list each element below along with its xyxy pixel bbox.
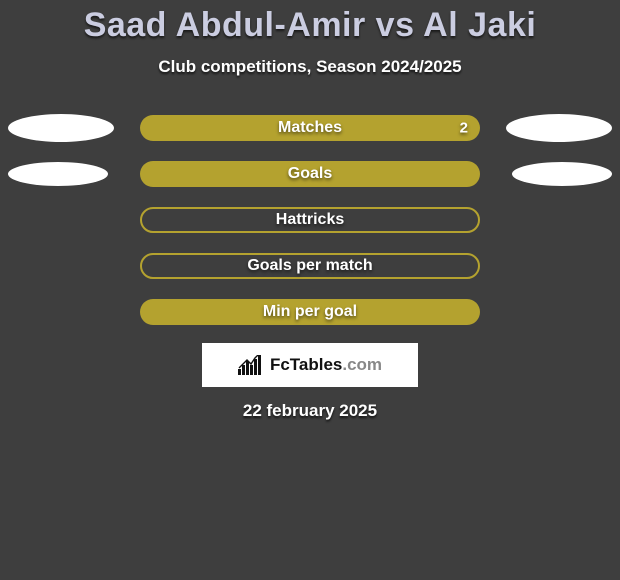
- page-title: Saad Abdul-Amir vs Al Jaki: [0, 6, 620, 45]
- stat-value-right: 2: [460, 120, 468, 137]
- stat-row-goals-per-match: Goals per match: [0, 253, 620, 279]
- stat-bar: Hattricks: [140, 207, 480, 233]
- left-ellipse: [8, 114, 114, 142]
- right-ellipse: [506, 114, 612, 142]
- stat-label: Hattricks: [276, 211, 344, 229]
- bars-icon: [238, 355, 264, 375]
- stat-bar: Matches 2: [140, 115, 480, 141]
- stat-row-hattricks: Hattricks: [0, 207, 620, 233]
- stat-bar: Goals per match: [140, 253, 480, 279]
- left-ellipse: [8, 162, 108, 186]
- logo-text-main: FcTables: [270, 355, 342, 374]
- stat-label: Goals per match: [247, 257, 372, 275]
- comparison-infographic: Saad Abdul-Amir vs Al Jaki Club competit…: [0, 0, 620, 580]
- stat-row-matches: Matches 2: [0, 115, 620, 141]
- right-ellipse: [512, 162, 612, 186]
- stats-rows: Matches 2 Goals Hattricks Goals per matc…: [0, 115, 620, 325]
- date-label: 22 february 2025: [0, 401, 620, 421]
- stat-row-min-per-goal: Min per goal: [0, 299, 620, 325]
- stat-label: Matches: [278, 119, 342, 137]
- stat-row-goals: Goals: [0, 161, 620, 187]
- stat-bar: Min per goal: [140, 299, 480, 325]
- stat-label: Min per goal: [263, 303, 357, 321]
- stat-label: Goals: [288, 165, 332, 183]
- subtitle: Club competitions, Season 2024/2025: [0, 57, 620, 77]
- source-logo: FcTables.com: [202, 343, 418, 387]
- logo-text-suffix: .com: [342, 355, 382, 374]
- stat-bar: Goals: [140, 161, 480, 187]
- logo-text: FcTables.com: [270, 355, 382, 375]
